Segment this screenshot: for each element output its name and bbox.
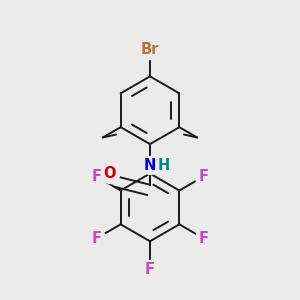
Text: F: F <box>145 262 155 277</box>
Text: F: F <box>199 231 208 246</box>
Text: H: H <box>158 158 170 173</box>
Text: Br: Br <box>141 42 159 57</box>
Text: F: F <box>92 169 101 184</box>
Text: F: F <box>92 231 101 246</box>
Text: N: N <box>144 158 156 173</box>
Text: F: F <box>199 169 208 184</box>
Text: O: O <box>103 166 116 181</box>
